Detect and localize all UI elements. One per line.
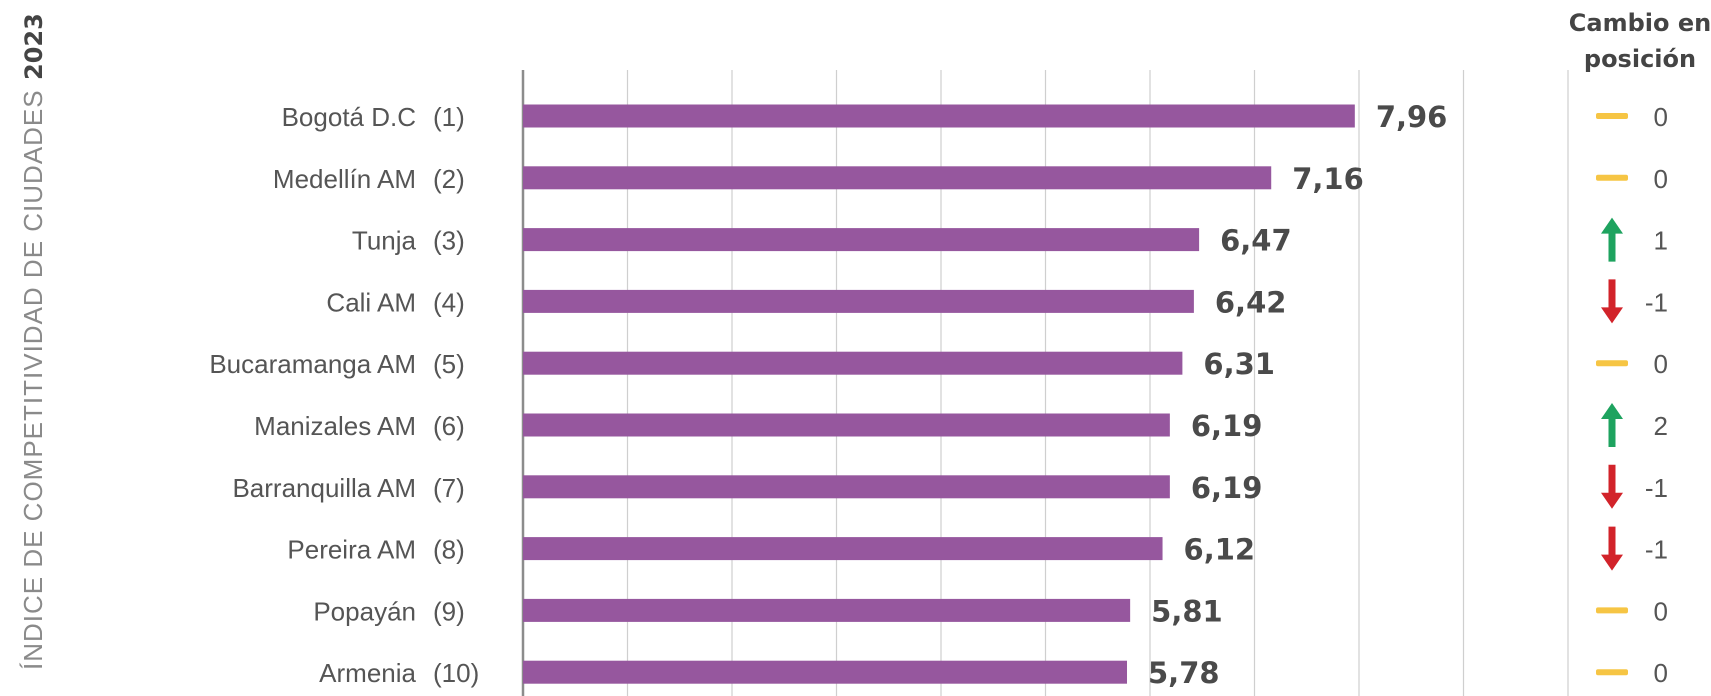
value-label: 5,81 (1151, 594, 1223, 628)
rank-label: (10) (433, 658, 479, 688)
position-change-value: -1 (1645, 535, 1668, 565)
bar (523, 166, 1272, 190)
position-change-value: 0 (1654, 596, 1668, 626)
rank-label: (4) (433, 287, 465, 317)
no-change-dash-icon (1596, 669, 1628, 676)
value-label: 6,19 (1191, 409, 1263, 443)
category-label: Tunja (352, 226, 417, 256)
bar (523, 660, 1128, 684)
no-change-dash-icon (1596, 174, 1628, 181)
bars (523, 104, 1355, 684)
down-arrow-icon (1601, 279, 1623, 324)
position-change-value: 0 (1654, 349, 1668, 379)
bar (523, 598, 1131, 622)
down-arrow-icon (1601, 526, 1623, 571)
category-labels: Bogotá D.C (1) Medellín AM (2) Tunja (3) Cali … (209, 102, 479, 688)
bar (523, 228, 1200, 252)
bar (523, 104, 1355, 128)
position-change-column: 0 0 1 -1 0 2 -1 -1 0 0 (1596, 102, 1668, 688)
value-label: 6,12 (1184, 533, 1256, 567)
category-label: Pereira AM (287, 535, 416, 565)
no-change-dash-icon (1596, 113, 1628, 119)
rank-label: (2) (433, 164, 465, 194)
rank-label: (6) (433, 411, 465, 441)
position-change-value: 0 (1654, 102, 1668, 132)
value-label: 5,78 (1148, 656, 1220, 690)
bar (523, 537, 1163, 561)
rank-label: (1) (433, 102, 465, 132)
up-arrow-icon (1601, 217, 1623, 262)
rank-label: (5) (433, 349, 465, 379)
category-label: Bucaramanga AM (209, 349, 416, 379)
position-change-value: -1 (1645, 287, 1668, 317)
position-change-value: 0 (1654, 658, 1668, 688)
category-label: Armenia (319, 658, 416, 688)
position-change-value: 1 (1654, 226, 1668, 256)
down-arrow-icon (1601, 464, 1623, 509)
category-label: Popayán (313, 596, 416, 626)
value-label: 6,42 (1215, 285, 1287, 319)
bar (523, 289, 1194, 313)
value-label: 6,47 (1220, 224, 1292, 258)
value-label: 6,31 (1203, 347, 1275, 381)
value-label: 6,19 (1191, 471, 1263, 505)
no-change-dash-icon (1596, 360, 1628, 367)
rank-label: (3) (433, 226, 465, 256)
position-change-value: 2 (1654, 411, 1668, 441)
change-header-line-1: Cambio en (1569, 9, 1711, 37)
category-label: Manizales AM (254, 411, 416, 441)
bar (523, 413, 1170, 437)
bar (523, 475, 1170, 499)
value-label: 7,16 (1292, 162, 1364, 196)
position-change-value: 0 (1654, 164, 1668, 194)
rank-label: (9) (433, 596, 465, 626)
side-year: 2023 (20, 13, 48, 80)
category-label: Cali AM (326, 287, 416, 317)
category-label: Medellín AM (273, 164, 416, 194)
side-title: ÍNDICE DE COMPETITIVIDAD DE CIUDADES (18, 89, 48, 670)
change-header-line-2: posición (1584, 45, 1696, 73)
category-label: Barranquilla AM (232, 473, 416, 503)
bar (523, 351, 1183, 375)
category-label: Bogotá D.C (282, 102, 416, 132)
no-change-dash-icon (1596, 607, 1628, 614)
value-labels: 7,96 7,166,47 6,42 6,31 6,19 6,19 6,12 5,81 5,78 (1148, 100, 1447, 690)
value-label: 7,96 (1376, 100, 1448, 134)
rank-label: (8) (433, 535, 465, 565)
position-change-value: -1 (1645, 473, 1668, 503)
up-arrow-icon (1601, 403, 1623, 447)
rank-label: (7) (433, 473, 465, 503)
